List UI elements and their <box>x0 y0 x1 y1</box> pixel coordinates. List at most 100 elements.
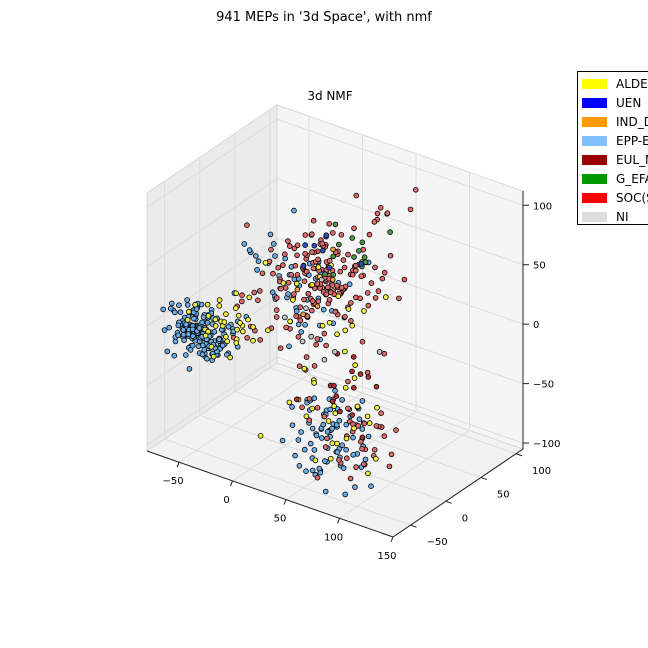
data-point-soc-s <box>311 363 318 369</box>
data-point-soc-s <box>359 445 365 452</box>
data-point-epp-e <box>298 329 305 335</box>
data-point-epp-e <box>172 338 179 345</box>
data-point-alde <box>345 306 352 312</box>
grid-line-z <box>276 118 524 206</box>
data-point-alde <box>309 281 316 288</box>
data-point-epp-e <box>292 452 298 459</box>
data-point-soc-s <box>277 345 284 352</box>
data-point-soc-s <box>251 289 258 296</box>
data-point-ni <box>318 276 325 283</box>
data-point-soc-s <box>285 279 292 286</box>
data-point-g-efa <box>349 235 356 241</box>
data-point-soc-s <box>285 238 291 244</box>
data-point-soc-s <box>319 240 326 247</box>
data-point-alde <box>290 297 296 303</box>
data-point-soc-s <box>381 350 388 357</box>
data-point-soc-s <box>314 336 321 342</box>
data-point-soc-s <box>353 192 360 199</box>
legend-label: EPP-E <box>616 134 648 148</box>
data-point-eul-n <box>331 382 337 389</box>
data-point-alde <box>262 259 269 266</box>
data-point-soc-s <box>303 354 310 360</box>
data-point-alde <box>245 316 251 323</box>
legend-swatch <box>582 98 607 108</box>
data-point-soc-s <box>374 210 381 217</box>
grid-line-z <box>146 237 278 327</box>
data-point-soc-s <box>275 264 282 271</box>
data-point-epp-e <box>254 267 260 273</box>
data-point-eul-n <box>337 408 343 415</box>
data-point-uen <box>311 242 318 249</box>
data-point-soc-s <box>326 296 333 303</box>
data-point-alde <box>280 280 287 286</box>
data-point-epp-e <box>161 327 168 333</box>
legend-swatch <box>582 136 607 146</box>
data-point-epp-e <box>343 446 349 453</box>
data-point-epp-e <box>309 467 316 474</box>
data-point-g-efa <box>322 271 328 278</box>
data-point-epp-e <box>185 331 192 337</box>
data-point-epp-e <box>199 351 206 358</box>
data-point-soc-s <box>281 251 288 258</box>
data-point-soc-s <box>294 242 301 249</box>
x-axis-line <box>146 450 394 538</box>
data-point-alde <box>216 297 223 303</box>
data-point-alde <box>312 457 319 464</box>
data-point-epp-e <box>181 337 187 344</box>
data-point-soc-s <box>342 313 348 320</box>
data-point-epp-e <box>175 332 182 339</box>
data-point-epp-e <box>333 422 340 428</box>
data-point-soc-s <box>378 410 384 417</box>
tick-marks: −50 0 50 100 150 −50 0 50 100 −100 −50 0 50 100 <box>163 201 561 562</box>
data-point-alde <box>352 362 358 368</box>
data-point-epp-e <box>307 440 314 447</box>
grid-line-y <box>234 391 482 479</box>
data-point-epp-e <box>269 289 276 296</box>
data-point-soc-s <box>401 276 408 283</box>
legend-label: UEN <box>616 96 642 110</box>
data-point-epp-e <box>219 342 226 349</box>
data-point-eul-n <box>349 412 356 418</box>
data-point-soc-s <box>358 273 365 280</box>
data-point-soc-s <box>297 304 304 311</box>
data-point-alde <box>343 435 350 442</box>
data-point-soc-s <box>306 395 313 402</box>
data-point-alde <box>204 301 211 308</box>
data-point-epp-e <box>211 328 218 335</box>
data-point-alde <box>334 440 340 447</box>
data-point-alde <box>351 425 357 432</box>
data-point-soc-s <box>302 232 309 238</box>
data-point-soc-s <box>288 271 295 278</box>
data-point-soc-s <box>306 417 313 424</box>
x-axis-tick <box>390 536 394 543</box>
data-point-soc-s <box>305 290 312 297</box>
data-point-epp-e <box>199 319 205 326</box>
data-point-soc-s <box>270 270 276 277</box>
data-point-epp-e <box>175 322 182 329</box>
data-point-epp-e <box>286 343 292 350</box>
data-point-epp-e <box>225 323 232 330</box>
data-point-epp-e <box>164 348 171 355</box>
data-point-soc-s <box>352 262 359 269</box>
data-point-alde <box>364 413 371 420</box>
data-point-epp-e <box>311 395 318 402</box>
data-point-epp-e <box>352 484 358 490</box>
data-point-epp-e <box>332 387 338 394</box>
y-axis-line <box>392 448 524 538</box>
data-point-epp-e <box>324 428 331 435</box>
data-point-epp-e <box>255 258 262 265</box>
data-point-soc-s <box>384 210 391 217</box>
data-point-ni <box>332 348 338 355</box>
data-point-soc-s <box>314 474 321 481</box>
data-point-soc-s <box>255 297 261 304</box>
data-point-soc-s <box>359 338 366 345</box>
data-point-soc-s <box>387 252 394 259</box>
x-axis-tick-label: 100 <box>324 532 343 543</box>
data-point-soc-s <box>256 288 263 294</box>
data-point-soc-s <box>329 282 336 288</box>
data-point-soc-s <box>412 187 419 193</box>
data-point-soc-s <box>286 243 293 249</box>
y-axis-tick <box>480 477 487 481</box>
data-point-alde <box>233 340 240 346</box>
